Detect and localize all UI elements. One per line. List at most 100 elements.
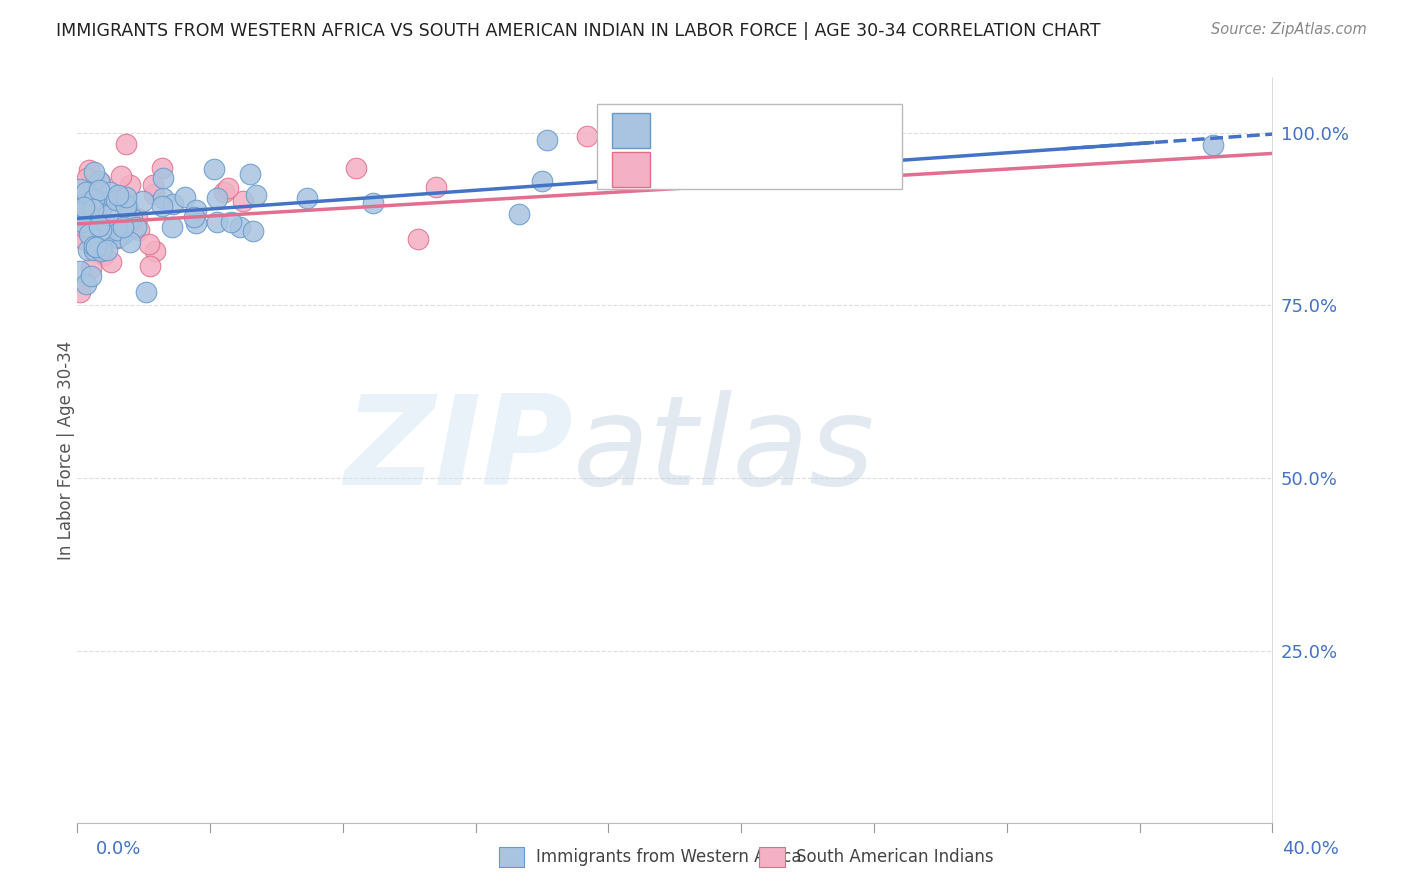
Point [152, 171, 174, 186]
Point [104, 193, 127, 207]
Point [138, 236, 160, 251]
Point [205, 191, 228, 205]
FancyBboxPatch shape [598, 103, 903, 189]
Point [107, 188, 129, 202]
Point [186, 216, 208, 230]
Point [205, 215, 228, 229]
Point [72, 203, 94, 218]
Point [162, 197, 184, 211]
Point [86, 240, 108, 254]
Text: Immigrants from Western Africa: Immigrants from Western Africa [536, 848, 801, 866]
Text: N =: N = [810, 154, 866, 173]
Text: South American Indians: South American Indians [796, 848, 994, 866]
Text: 71: 71 [870, 115, 897, 134]
Point [127, 211, 149, 225]
Point [183, 211, 205, 225]
Point [73, 200, 96, 214]
Point [72, 232, 94, 246]
Point [79, 260, 101, 275]
Point [72, 214, 94, 228]
Point [83, 239, 105, 253]
Point [75, 277, 97, 291]
Point [120, 178, 142, 193]
Point [143, 244, 166, 259]
Point [110, 169, 132, 183]
Point [77, 227, 100, 242]
Point [93, 228, 115, 243]
Text: Source: ZipAtlas.com: Source: ZipAtlas.com [1211, 22, 1367, 37]
Point [212, 186, 235, 200]
Point [536, 133, 558, 147]
Point [91, 237, 114, 252]
Point [118, 235, 141, 249]
Point [79, 163, 101, 178]
Point [97, 209, 120, 223]
Point [245, 188, 267, 202]
Point [131, 194, 153, 208]
Point [90, 244, 112, 258]
Text: IMMIGRANTS FROM WESTERN AFRICA VS SOUTH AMERICAN INDIAN IN LABOR FORCE | AGE 30-: IMMIGRANTS FROM WESTERN AFRICA VS SOUTH … [56, 22, 1101, 40]
Text: R =: R = [669, 154, 711, 173]
Point [87, 173, 110, 187]
Point [87, 220, 110, 235]
Point [80, 268, 103, 283]
Point [107, 230, 129, 244]
Point [94, 216, 117, 230]
Point [77, 243, 100, 257]
Point [67, 194, 90, 209]
Point [531, 174, 554, 188]
Point [120, 214, 142, 228]
Point [90, 222, 112, 236]
Point [142, 178, 165, 193]
Point [70, 230, 93, 244]
Text: R =: R = [669, 115, 711, 134]
Text: 40.0%: 40.0% [1282, 840, 1339, 858]
Point [217, 181, 239, 195]
Point [112, 227, 135, 242]
Point [105, 231, 128, 245]
Point [94, 193, 117, 207]
Point [66, 194, 89, 208]
Point [152, 191, 174, 205]
Point [94, 194, 117, 209]
Point [219, 215, 242, 229]
Point [344, 161, 367, 176]
FancyBboxPatch shape [612, 112, 650, 147]
Point [229, 219, 252, 234]
Y-axis label: In Labor Force | Age 30-34: In Labor Force | Age 30-34 [58, 341, 75, 560]
Point [83, 192, 105, 206]
Point [115, 136, 138, 151]
Point [82, 202, 104, 216]
Point [135, 285, 157, 299]
Point [239, 167, 262, 181]
Text: atlas: atlas [574, 390, 876, 511]
Point [69, 182, 91, 196]
Point [96, 243, 118, 257]
Point [184, 202, 207, 217]
Point [77, 187, 100, 202]
Point [98, 225, 121, 239]
Point [202, 162, 225, 177]
Text: 0.139: 0.139 [731, 154, 793, 173]
Point [73, 220, 96, 235]
Point [83, 243, 105, 257]
Text: ZIP: ZIP [344, 390, 574, 511]
Point [121, 211, 143, 225]
Point [98, 185, 121, 199]
Point [143, 187, 166, 202]
Point [105, 222, 128, 236]
Point [111, 220, 134, 235]
Point [69, 264, 91, 278]
Point [89, 196, 111, 211]
Point [66, 209, 89, 223]
Point [115, 197, 138, 211]
Text: 0.0%: 0.0% [96, 840, 141, 858]
Point [76, 171, 98, 186]
Point [69, 285, 91, 299]
Point [67, 206, 90, 220]
Point [295, 191, 318, 205]
Point [408, 232, 430, 246]
FancyBboxPatch shape [612, 152, 650, 187]
Point [83, 164, 105, 178]
Point [84, 181, 107, 195]
